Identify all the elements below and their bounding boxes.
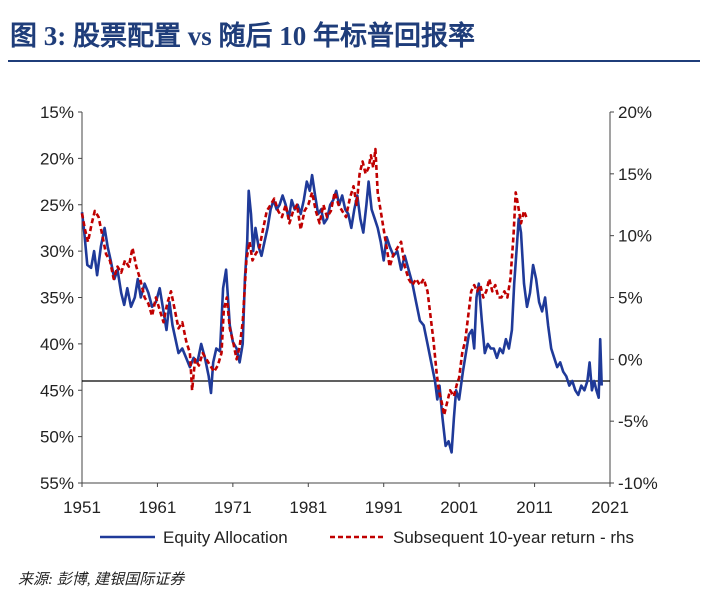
chart-title: 图 3: 股票配置 vs 随后 10 年标普回报率 — [10, 21, 475, 51]
legend-label-equity: Equity Allocation — [163, 528, 288, 547]
x-tick-label: 1971 — [214, 498, 252, 517]
x-tick-label: 1981 — [289, 498, 327, 517]
left-tick-label: 30% — [40, 242, 74, 261]
left-tick-label: 40% — [40, 335, 74, 354]
equity-allocation-line — [80, 173, 603, 454]
x-tick-label: 2021 — [591, 498, 629, 517]
right-tick-label: 5% — [618, 289, 643, 308]
x-tick-label: 1961 — [139, 498, 177, 517]
x-tick-label: 1991 — [365, 498, 403, 517]
right-tick-label: 10% — [618, 227, 652, 246]
x-tick-label: 1951 — [63, 498, 101, 517]
right-tick-label: 0% — [618, 350, 643, 369]
chart-area: 15% 20% 25% 30% 35% 40% 45% 50% 55% 20% 15% 10% 5% 0%… — [40, 103, 658, 547]
left-tick-label: 45% — [40, 381, 74, 400]
legend-label-return: Subsequent 10-year return - rhs — [393, 528, 634, 547]
left-tick-label: 20% — [40, 149, 74, 168]
right-tick-label: 20% — [618, 103, 652, 122]
left-tick-label: 55% — [40, 474, 74, 493]
left-tick-label: 35% — [40, 289, 74, 308]
left-tick-label: 50% — [40, 428, 74, 447]
source-note: 来源: 彭博, 建银国际证券 — [18, 572, 185, 588]
right-tick-label: 15% — [618, 165, 652, 184]
x-tick-label: 2011 — [516, 498, 553, 517]
left-tick-label: 15% — [40, 103, 74, 122]
x-tick-label: 2001 — [440, 498, 478, 517]
subsequent-return-line — [80, 147, 528, 417]
right-tick-label: -10% — [618, 474, 658, 493]
left-tick-label: 25% — [40, 196, 74, 215]
title-rule — [8, 60, 700, 62]
right-tick-label: -5% — [618, 412, 648, 431]
